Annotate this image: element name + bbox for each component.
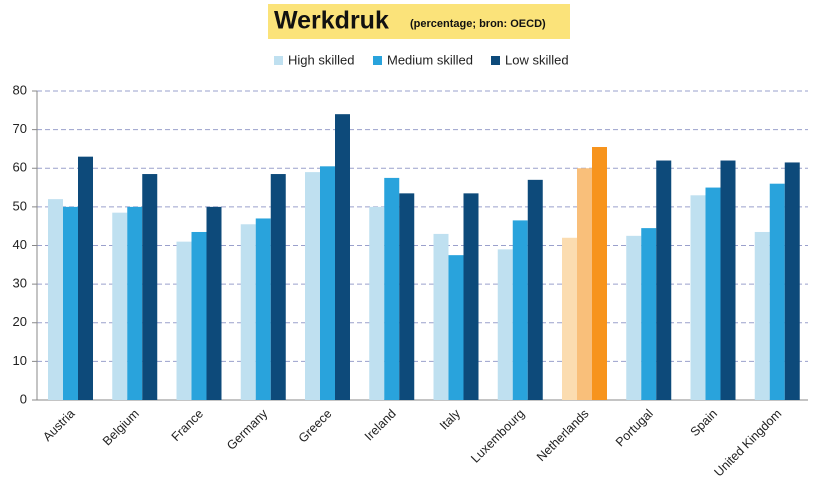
bar (705, 187, 721, 400)
bar (320, 166, 335, 400)
y-tick-label: 30 (13, 276, 27, 291)
bar (206, 206, 222, 400)
legend-swatch (491, 56, 500, 65)
bar (335, 114, 350, 401)
bar (562, 237, 577, 400)
x-tick-label: France (169, 407, 206, 444)
bar (592, 147, 607, 400)
bar (512, 220, 528, 400)
legend-swatch (373, 56, 382, 65)
y-tick-label: 10 (13, 353, 27, 368)
y-tick-label: 20 (13, 314, 27, 329)
legend-swatch (274, 56, 283, 65)
bar (754, 231, 770, 400)
x-tick-label: Portugal (613, 407, 656, 450)
x-tick-label: Austria (40, 407, 77, 444)
x-tick-label: United Kingdom (712, 407, 785, 480)
y-tick-label: 50 (13, 198, 27, 213)
bar (369, 206, 385, 400)
bar (463, 193, 479, 400)
bar (384, 177, 400, 400)
chart-subtitle: (percentage; bron: OECD) (410, 18, 546, 30)
bar (127, 206, 143, 400)
bar (497, 249, 513, 400)
x-tick-label: Netherlands (534, 407, 592, 465)
y-tick-label: 80 (13, 82, 27, 97)
y-tick-label: 60 (13, 160, 27, 175)
legend-label: Medium skilled (387, 52, 473, 67)
bar (240, 224, 256, 400)
bar (527, 179, 543, 400)
x-tick-label: Luxembourg (468, 407, 527, 466)
legend-label: High skilled (288, 52, 354, 67)
x-tick-label: Spain (688, 407, 721, 440)
bar (399, 193, 415, 400)
bar (656, 160, 672, 400)
legend-label: Low skilled (505, 52, 569, 67)
bar (112, 212, 128, 400)
bar (142, 174, 158, 400)
x-tick-label: Belgium (100, 407, 142, 449)
bar (784, 162, 800, 400)
bar (577, 168, 592, 400)
y-tick-label: 40 (13, 237, 27, 252)
bar (433, 233, 449, 400)
bar (690, 195, 706, 400)
bar (641, 228, 657, 400)
bar (63, 206, 78, 400)
bar (720, 160, 736, 400)
y-tick-label: 0 (20, 391, 27, 406)
bar (255, 218, 271, 400)
bar (270, 174, 286, 400)
x-tick-label: Germany (224, 406, 271, 453)
chart-title: Werkdruk (274, 7, 389, 35)
bar (78, 156, 93, 400)
bar (769, 183, 785, 400)
x-tick-label: Italy (437, 406, 464, 433)
bar (305, 172, 320, 400)
bar (191, 231, 207, 400)
title-box (268, 4, 570, 39)
bar (626, 235, 642, 400)
x-tick-label: Ireland (362, 407, 399, 444)
bar (448, 255, 464, 400)
x-tick-label: Greece (296, 407, 335, 446)
y-tick-label: 70 (13, 121, 27, 136)
bar (176, 241, 192, 400)
bar (48, 199, 63, 400)
